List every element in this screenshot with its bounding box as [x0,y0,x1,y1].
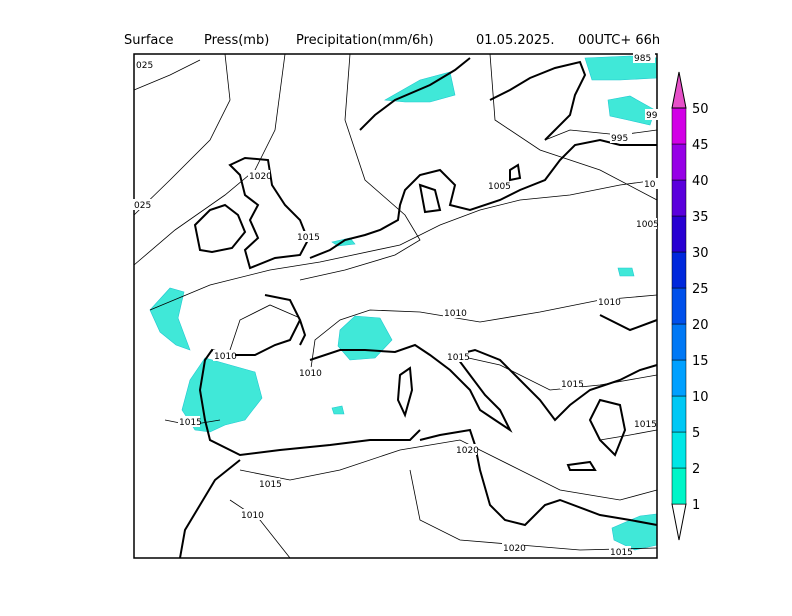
isobar-label: 1015 [561,380,584,390]
colorbar-label: 45 [692,138,709,153]
colorbar-segment [671,251,687,289]
colorbar-label: 35 [692,210,709,225]
isobar-label-bg [502,542,524,553]
isobar-label: 1010 [241,511,264,521]
isobar-label-bg [133,199,155,210]
isobar-label: 995 [611,134,628,144]
colorbar-segment [671,107,687,145]
isobar-label-bg [446,351,468,362]
colorbar-segment [671,287,687,325]
colorbar-label: 25 [692,282,709,297]
isobar-label-bg [298,367,320,378]
isobar-label: 1010 [299,369,322,379]
isobar-label: 1015 [634,420,657,430]
isobar-label-bg [609,546,631,557]
isobar-label-bg [643,178,665,189]
colorbar-label: 30 [692,246,709,261]
isobar-label-bg [135,59,157,70]
header-precipitation: Precipitation(mm/6h) [296,33,434,48]
isobar-label: 1015 [447,353,470,363]
header-pressure: Press(mb) [204,33,269,48]
isobar-label-bg [213,350,235,361]
isobar-label: 025 [134,201,151,211]
isobar-label-bg [296,231,318,242]
colorbar-label: 40 [692,174,709,189]
map [133,53,658,559]
header-field: Surface [124,33,174,48]
isobar-label: 1005 [488,182,511,192]
colorbar-label: 20 [692,318,709,333]
isobar-label: 1005 [636,220,659,230]
isobar-label: 1010 [598,298,621,308]
colorbar-label: 1 [692,498,700,513]
isobar-label: 99 [646,111,658,121]
isobar-label-bg [610,132,632,143]
isobar-label-bg [178,416,200,427]
colorbar-segment [671,467,687,505]
isobar-label-bg [633,52,655,63]
isobar-label: 10 [644,180,656,190]
colorbar-segment [671,215,687,253]
header-date: 01.05.2025. [476,33,555,48]
isobar-label-bg [487,180,509,191]
colorbar-high [671,71,687,109]
isobar-label-bg [633,418,655,429]
colorbar-segment [671,395,687,433]
isobar-label: 1010 [214,352,237,362]
colorbar-low [671,503,687,541]
colorbar-label: 15 [692,354,709,369]
isobar-label-bg [258,478,280,489]
isobar-label: 1015 [259,480,282,490]
isobar-label: 1020 [249,172,272,182]
isobar-label: 1010 [444,309,467,319]
colorbar-segment [671,431,687,469]
isobar-label-bg [597,296,619,307]
colorbar-segment [671,323,687,361]
colorbar-label: 50 [692,102,709,117]
isobar-label: 1020 [503,544,526,554]
isobar-label-bg [455,444,477,455]
isobar-label-bg [635,218,657,229]
isobar-label-bg [248,170,270,181]
isobar-label-bg [645,109,667,120]
isobar-label: 1015 [297,233,320,243]
colorbar-label: 10 [692,390,709,405]
isobar-label: 1015 [179,418,202,428]
isobar-label: 985 [634,54,651,64]
colorbar-segment [671,179,687,217]
isobar-label-bg [443,307,465,318]
header-run: 00UTC+ 66h [578,33,660,48]
isobar-label: 025 [136,61,153,71]
colorbar-segment [671,359,687,397]
colorbar-label: 5 [692,426,700,441]
map-frame [133,53,658,559]
isobar-label: 1020 [456,446,479,456]
colorbar-segment [671,143,687,181]
isobar-label-bg [240,509,262,520]
colorbar-label: 2 [692,462,700,477]
isobar-label: 1015 [610,548,633,558]
isobar-label-bg [560,378,582,389]
